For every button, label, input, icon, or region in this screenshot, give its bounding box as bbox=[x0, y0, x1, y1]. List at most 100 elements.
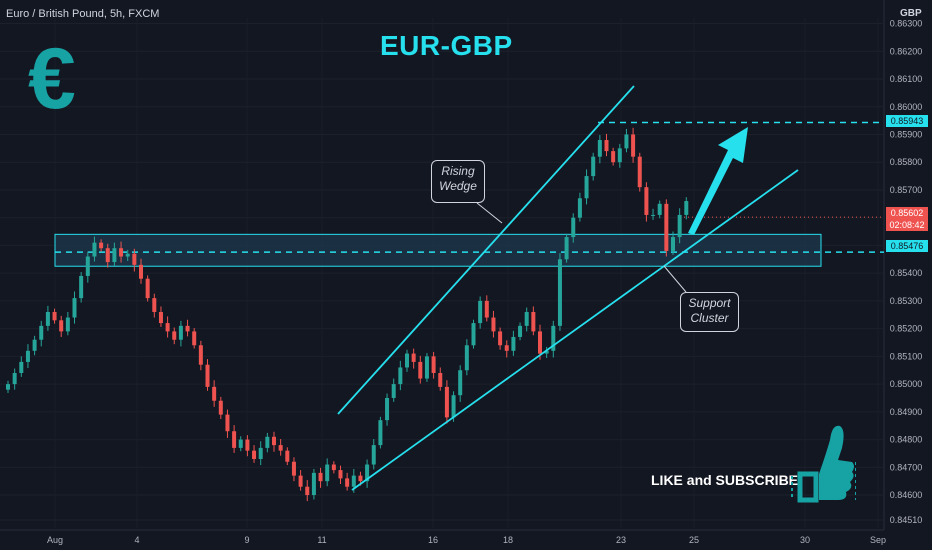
candle-body bbox=[365, 464, 370, 482]
candle-body bbox=[557, 259, 562, 326]
candle bbox=[298, 470, 303, 491]
candle-body bbox=[378, 420, 383, 446]
like-subscribe-text: LIKE and SUBSCRIBE bbox=[651, 472, 799, 488]
candle bbox=[152, 293, 157, 318]
candle bbox=[577, 192, 582, 222]
candle bbox=[424, 353, 429, 382]
current-price-tag: 0.85602 bbox=[886, 207, 928, 219]
candle bbox=[564, 233, 569, 263]
candle-body bbox=[145, 278, 150, 299]
candle bbox=[657, 200, 662, 219]
candle bbox=[411, 348, 416, 369]
support-zone bbox=[54, 233, 822, 267]
candle bbox=[405, 349, 409, 372]
candle bbox=[65, 311, 70, 336]
candle-body bbox=[458, 370, 463, 396]
y-tick-label: 0.85200 bbox=[890, 324, 923, 334]
time-axis[interactable]: Aug 4 9 11 16 18 23 25 30 Sep bbox=[47, 535, 886, 545]
candle bbox=[524, 307, 529, 332]
candle bbox=[584, 169, 589, 205]
callout-support-pointer bbox=[663, 265, 687, 293]
candle bbox=[32, 335, 37, 356]
candle-body bbox=[391, 384, 396, 398]
candle-body bbox=[551, 325, 556, 351]
candle-body bbox=[484, 300, 489, 318]
candle bbox=[12, 368, 17, 390]
candle bbox=[285, 447, 290, 466]
candle-body bbox=[358, 475, 363, 482]
price-axis[interactable]: 0.86300 0.86200 0.86100 0.86000 0.85900 0.858… bbox=[890, 19, 923, 525]
candle-body bbox=[577, 198, 582, 218]
support-price-tag: 0.85476 bbox=[886, 240, 928, 252]
candle bbox=[305, 480, 310, 502]
candle-body bbox=[438, 373, 443, 387]
candle bbox=[624, 128, 629, 153]
symbol-title: Euro / British Pound, 5h, FXCM bbox=[6, 8, 160, 20]
candle-body bbox=[258, 447, 263, 459]
candle bbox=[597, 135, 602, 164]
candle-body bbox=[418, 361, 423, 379]
candle bbox=[484, 295, 489, 322]
candle-body bbox=[631, 134, 636, 157]
candle-body bbox=[79, 275, 84, 299]
wedge-upper-trendline[interactable] bbox=[337, 85, 635, 415]
candle bbox=[172, 327, 177, 345]
candle bbox=[571, 213, 576, 243]
candle-body bbox=[172, 331, 177, 340]
candle-body bbox=[617, 148, 622, 163]
candle-body bbox=[351, 475, 356, 487]
x-tick-label: Aug bbox=[47, 535, 63, 545]
candle bbox=[644, 182, 649, 222]
x-tick-label: Sep bbox=[870, 535, 886, 545]
candle bbox=[311, 468, 316, 500]
candle bbox=[79, 272, 84, 303]
candle-body bbox=[651, 214, 656, 216]
candle-body bbox=[152, 298, 157, 312]
candle-body bbox=[132, 253, 137, 265]
callout-support-cluster: Support Cluster bbox=[680, 292, 739, 332]
candle bbox=[178, 320, 183, 347]
candle-body bbox=[511, 336, 516, 351]
candle bbox=[531, 306, 536, 336]
chart-title: EUR-GBP bbox=[380, 30, 513, 61]
candle-body bbox=[205, 364, 210, 387]
candle-body bbox=[591, 156, 596, 177]
target-price-tag: 0.85943 bbox=[886, 115, 928, 127]
wedge-lower-trendline[interactable] bbox=[351, 169, 799, 491]
candle-body bbox=[238, 439, 243, 448]
candle-body bbox=[677, 214, 682, 238]
candle bbox=[604, 133, 609, 157]
candle-body bbox=[464, 345, 469, 371]
candle bbox=[544, 346, 549, 359]
candle bbox=[611, 147, 616, 166]
candle-body bbox=[331, 464, 336, 471]
candle bbox=[418, 355, 423, 384]
x-tick-label: 16 bbox=[428, 535, 438, 545]
y-tick-label: 0.85700 bbox=[890, 185, 923, 195]
candle-body bbox=[471, 323, 476, 346]
candle-body bbox=[538, 331, 542, 354]
y-tick-label: 0.84510 bbox=[890, 515, 923, 525]
candle bbox=[6, 380, 10, 393]
candle bbox=[651, 208, 656, 220]
candle-body bbox=[39, 325, 44, 340]
candle bbox=[139, 258, 143, 284]
candle-body bbox=[45, 311, 50, 326]
candle-body bbox=[165, 323, 170, 332]
candle bbox=[331, 461, 336, 474]
candle-body bbox=[624, 134, 629, 149]
candle bbox=[365, 459, 370, 488]
candle bbox=[252, 445, 257, 463]
candle bbox=[471, 319, 476, 349]
candle bbox=[192, 328, 197, 349]
candle bbox=[72, 291, 77, 324]
x-tick-label: 30 bbox=[800, 535, 810, 545]
candle bbox=[398, 360, 403, 391]
callout-wedge-pointer bbox=[476, 202, 503, 224]
candle bbox=[52, 308, 57, 324]
candle bbox=[511, 330, 516, 356]
candle bbox=[19, 356, 24, 377]
candle-body bbox=[637, 156, 642, 188]
candle-body bbox=[178, 325, 183, 340]
y-tick-label: 0.85400 bbox=[890, 268, 923, 278]
